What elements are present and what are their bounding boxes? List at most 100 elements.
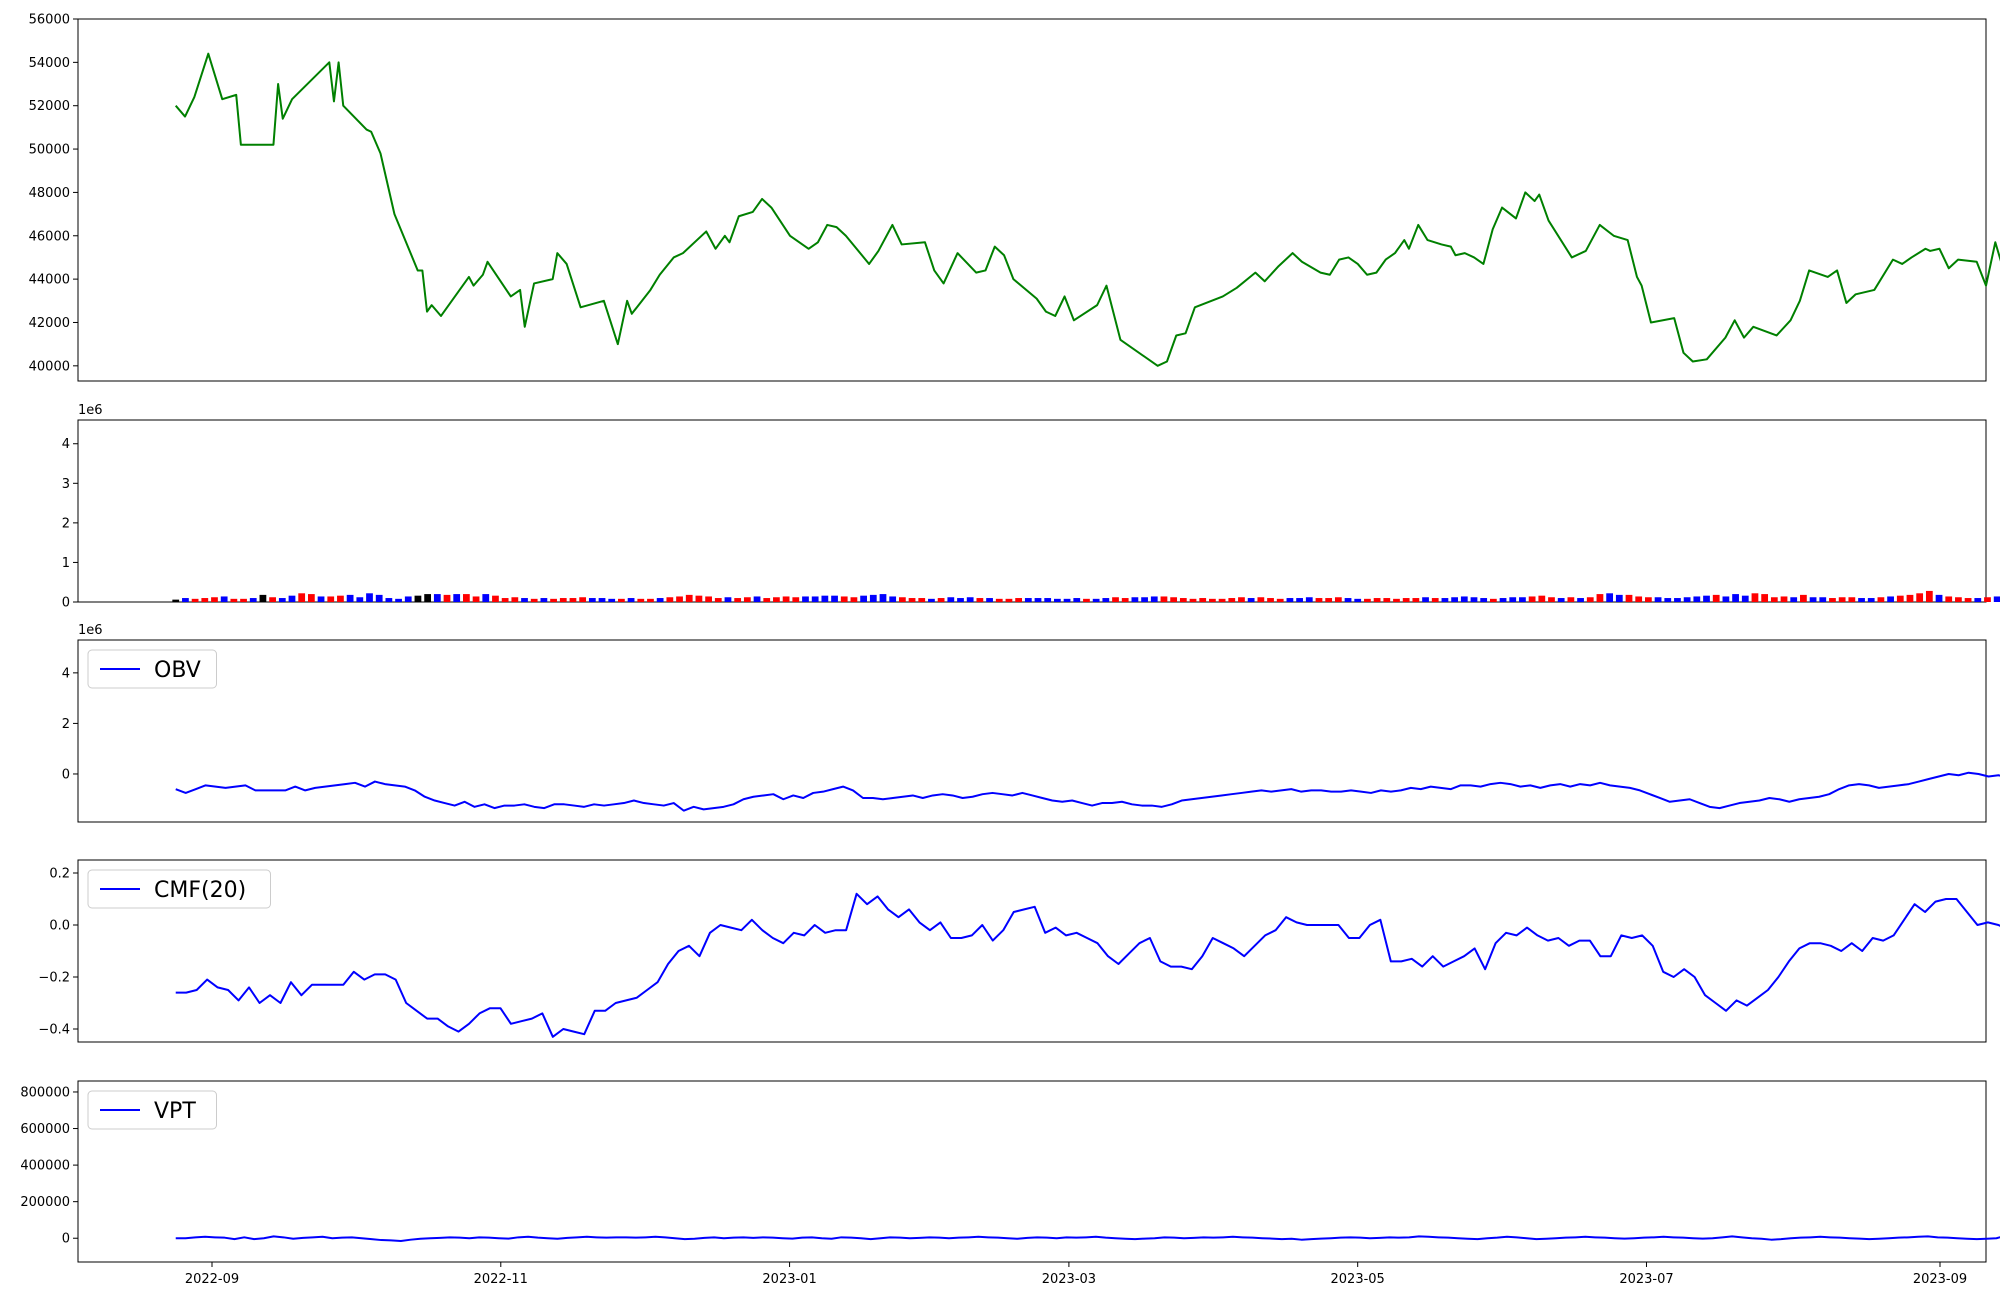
volume-bar [1770, 597, 1778, 602]
volume-bar [1703, 595, 1710, 602]
y-tick-label: 0.2 [49, 867, 70, 882]
volume-bar [976, 598, 984, 602]
volume-bar [1499, 598, 1507, 602]
volume-bar [1984, 597, 1991, 602]
volume-bar [1150, 596, 1158, 602]
volume-bar [1364, 598, 1371, 602]
legend-box [87, 869, 271, 909]
volume-bar [705, 596, 712, 602]
volume-bar [1460, 596, 1468, 602]
axes-frame [77, 419, 1987, 603]
volume-bar [1199, 598, 1207, 602]
volume-bar [1732, 594, 1739, 602]
volume-bar [482, 594, 490, 602]
y-tick-label: 0 [62, 767, 70, 782]
volume-bar [1577, 598, 1584, 602]
volume-bar [1015, 598, 1023, 602]
volume-bar [792, 597, 800, 602]
volume-bar [656, 598, 664, 602]
volume-bar [1838, 597, 1846, 602]
volume-bar [1383, 598, 1391, 602]
volume-bar [1974, 598, 1982, 602]
volume-bar [375, 594, 383, 602]
volume-bar [1451, 597, 1458, 602]
volume-bar [317, 596, 325, 602]
volume-bar [1373, 598, 1381, 602]
legend-box [87, 649, 217, 689]
volume-bar [647, 598, 654, 602]
volume-bar [1238, 597, 1245, 602]
volume-bar [1887, 596, 1894, 602]
volume-bar [307, 594, 315, 602]
volume-bar [1209, 598, 1216, 602]
volume-bar [627, 598, 635, 602]
volume-bar [1344, 598, 1352, 602]
volume-bar [337, 595, 344, 602]
y-tick-label: 54000 [29, 56, 70, 71]
volume-bar [937, 598, 945, 602]
cmf-line [175, 892, 2000, 1038]
volume-bar [540, 598, 548, 602]
volume-bar [288, 595, 296, 602]
volume-bar [1170, 597, 1178, 602]
volume-bar [366, 593, 373, 602]
volume-bar [588, 598, 596, 602]
volume-bar [1267, 598, 1274, 602]
legend-box [87, 1090, 217, 1130]
volume-bar [1441, 598, 1449, 602]
legend-label: CMF(20) [154, 878, 246, 903]
volume-bar [1596, 594, 1604, 602]
volume-bar [1480, 598, 1488, 602]
volume-bar [1925, 590, 1933, 602]
volume-bar [1083, 598, 1090, 602]
volume-bar [278, 598, 286, 602]
y-tick-label: 2 [62, 717, 70, 732]
volume-bar [1829, 598, 1836, 602]
volume-bar [1422, 597, 1429, 602]
volume-bar [957, 598, 964, 602]
y-tick-label: 3 [62, 477, 70, 492]
y-tick-label: 4 [62, 666, 70, 681]
vpt-panel: 0 200000 400000 600000 800000 VPT 2022-09 2022-… [20, 1080, 2000, 1287]
volume-bar [879, 594, 887, 602]
volume-bar [1228, 598, 1236, 602]
volume-bar [1489, 598, 1497, 602]
volume-bar [1955, 597, 1962, 602]
volume-bar [1189, 598, 1197, 602]
volume-bar [1964, 598, 1972, 602]
volume-bar [831, 595, 838, 602]
volume-bar [1519, 597, 1526, 602]
y-tick-label: 800000 [20, 1085, 70, 1100]
price-panel: 40000 42000 44000 46000 48000 50000 52000 54000… [29, 13, 2000, 382]
volume-bar [259, 594, 267, 602]
volume-bar [1664, 598, 1672, 602]
x-tick-label: 2023-07 [1619, 1272, 1673, 1287]
volume-bar [356, 597, 364, 602]
volume-bar [404, 596, 412, 602]
y-tick-label: 46000 [29, 229, 70, 244]
volume-bar [869, 594, 877, 602]
volume-bar [1276, 598, 1284, 602]
obv-line [175, 771, 2000, 812]
volume-bar [1615, 594, 1623, 602]
volume-bar [666, 597, 674, 602]
volume-bar [1112, 597, 1119, 602]
axis-offset-label: 1e6 [78, 403, 103, 418]
volume-bar [1877, 597, 1885, 602]
y-tick-label: 56000 [29, 13, 70, 28]
volume-bar [1896, 595, 1904, 602]
volume-bar [1063, 598, 1071, 602]
volume-bar [1305, 597, 1313, 602]
volume-bar [1325, 598, 1333, 602]
volume-bar [1819, 597, 1827, 602]
volume-bar [1024, 598, 1032, 602]
volume-bar [695, 595, 703, 602]
axis-offset-label: 1e6 [78, 623, 103, 638]
volume-bar [443, 594, 451, 602]
x-tick-label: 2022-11 [474, 1272, 528, 1287]
y-tick-label: −0.2 [38, 971, 70, 986]
volume-bar [1354, 598, 1362, 602]
volume-bar [1286, 598, 1294, 602]
volume-bar [1790, 597, 1798, 602]
